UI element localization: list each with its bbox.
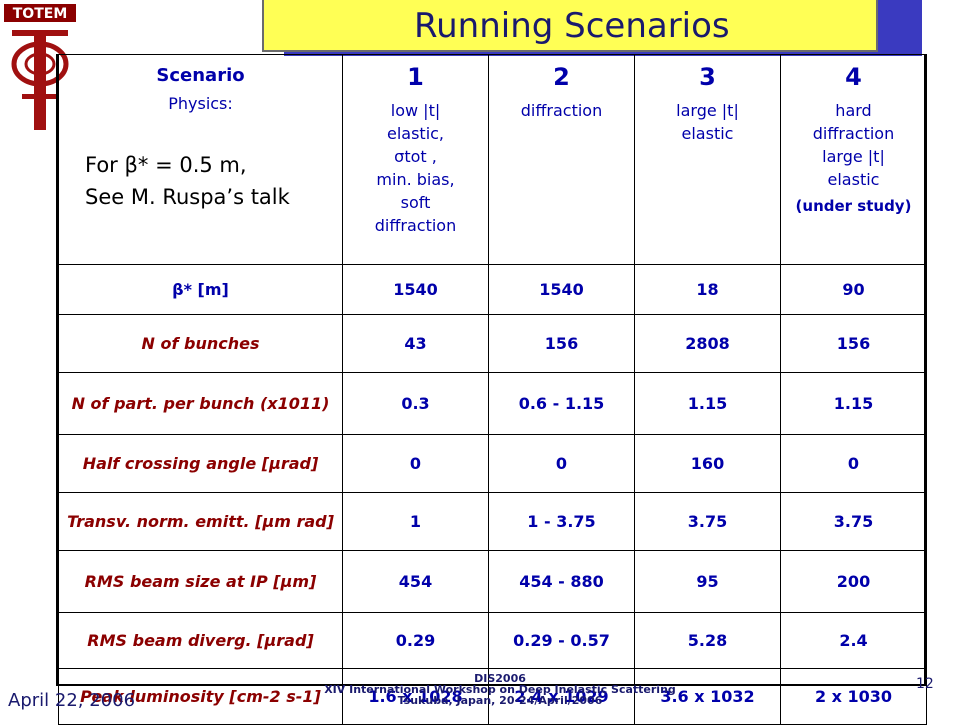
cell-value: 2 x 1030 [780, 668, 927, 725]
cell-value: 454 [342, 550, 489, 613]
cell-value: 200 [780, 550, 927, 613]
footer-conf-line: DIS2006 [474, 672, 526, 685]
cell-value: 0.29 - 0.57 [488, 612, 635, 669]
cell-value: 5.28 [634, 612, 781, 669]
cell-value: 0.29 [342, 612, 489, 669]
table-row: N of part. per bunch (x1011) 0.3 0.6 - 1.1… [58, 372, 927, 435]
beta-note: For β* = 0.5 m, See M. Ruspa’s talk [63, 149, 338, 213]
scenario-col-1: 1 low |t| elastic, σtot , min. bias, sof… [342, 54, 489, 265]
footer-conf-line: XIV International Workshop on Deep Inela… [324, 683, 676, 696]
desc-line: σtot , [394, 147, 437, 166]
cell-value: 18 [634, 264, 781, 315]
table-row: RMS beam size at IP [μm] 454 454 - 880 95 20… [58, 550, 927, 613]
footer-date: April 22, 2006 [8, 690, 136, 711]
scenario-table: Scenario Physics: For β* = 0.5 m, See M.… [56, 54, 927, 725]
table-row: N of bunches 43 156 2808 156 [58, 314, 927, 373]
page-number: 12 [916, 676, 934, 692]
physics-label: Physics: [168, 94, 233, 113]
scenario-label: Scenario [156, 65, 245, 86]
cell-value: 0 [488, 434, 635, 493]
cell-value: 0 [342, 434, 489, 493]
desc-line: elastic [681, 124, 734, 143]
scenario-number: 4 [845, 63, 862, 91]
slide-title: Running Scenarios [262, 0, 878, 52]
row-label: RMS beam size at IP [μm] [58, 550, 343, 613]
desc-line: low |t| [390, 101, 441, 120]
scenario-col-2: 2 diffraction [488, 54, 635, 265]
cell-value: 3.75 [780, 492, 927, 551]
cell-value: 1 [342, 492, 489, 551]
row-label: RMS beam diverg. [μrad] [58, 612, 343, 669]
beta-note-line2: See M. Ruspa’s talk [85, 185, 290, 209]
desc-line: soft [400, 193, 431, 212]
table-row: RMS beam diverg. [μrad] 0.29 0.29 - 0.57 5.… [58, 612, 927, 669]
cell-value: 1.15 [780, 372, 927, 435]
scenario-number: 1 [407, 63, 424, 91]
cell-value: 1 - 3.75 [488, 492, 635, 551]
cell-value: 1540 [488, 264, 635, 315]
scenario-desc: hard diffraction large |t| elastic [785, 99, 922, 191]
desc-line: elastic [827, 170, 880, 189]
footer-conf-line: Tsukuba, Japan, 20-24/April/2006 [397, 694, 603, 707]
desc-line: min. bias, [376, 170, 455, 189]
scenario-desc: large |t| elastic [639, 99, 776, 145]
row-label: Transv. norm. emitt. [μm rad] [58, 492, 343, 551]
cell-value: 90 [780, 264, 927, 315]
cell-value: 95 [634, 550, 781, 613]
desc-line: large |t| [822, 147, 885, 166]
scenario-desc: low |t| elastic, σtot , min. bias, soft … [347, 99, 484, 237]
cell-value: 3.6 x 1032 [634, 668, 781, 725]
desc-line: diffraction [520, 101, 603, 120]
desc-line: large |t| [676, 101, 739, 120]
cell-value: 0 [780, 434, 927, 493]
cell-value: 1.15 [634, 372, 781, 435]
cell-value: 0.3 [342, 372, 489, 435]
footer-conference: DIS2006 XIV International Workshop on De… [300, 673, 700, 706]
cell-value: 156 [488, 314, 635, 373]
table-row: Transv. norm. emitt. [μm rad] 1 1 - 3.75 3.… [58, 492, 927, 551]
scenario-col-3: 3 large |t| elastic [634, 54, 781, 265]
cell-value: 43 [342, 314, 489, 373]
row-label: Half crossing angle [μrad] [58, 434, 343, 493]
cell-value: 156 [780, 314, 927, 373]
row-label: N of part. per bunch (x1011) [58, 372, 343, 435]
desc-line: elastic, [386, 124, 445, 143]
cell-value: 1540 [342, 264, 489, 315]
cell-value: 0.6 - 1.15 [488, 372, 635, 435]
cell-value: 454 - 880 [488, 550, 635, 613]
cell-value: 160 [634, 434, 781, 493]
row-label: Peak luminosity [cm-2 s-1] [58, 668, 343, 725]
desc-line: hard [835, 101, 872, 120]
cell-value: 3.75 [634, 492, 781, 551]
under-study-note: (under study) [795, 197, 912, 215]
table-row: Peak luminosity [cm-2 s-1] 1.6 x 1028 2.4 … [58, 668, 927, 725]
scenario-col-4: 4 hard diffraction large |t| elastic (un… [780, 54, 927, 265]
table-row: Half crossing angle [μrad] 0 0 160 0 [58, 434, 927, 493]
totem-logo: TOTEM [4, 4, 76, 130]
desc-line: diffraction [374, 216, 457, 235]
beta-note-line1: For β* = 0.5 m, [85, 153, 247, 177]
row-label: β* [m] [58, 264, 343, 315]
scenario-header-cell: Scenario Physics: For β* = 0.5 m, See M.… [58, 54, 343, 265]
cell-value: 2.4 x 1029 [488, 668, 635, 725]
scenario-number: 3 [699, 63, 716, 91]
desc-line: diffraction [812, 124, 895, 143]
svg-text:TOTEM: TOTEM [13, 6, 68, 22]
cell-value: 2808 [634, 314, 781, 373]
scenario-number: 2 [553, 63, 570, 91]
header-row: Scenario Physics: For β* = 0.5 m, See M.… [58, 54, 927, 265]
row-label: N of bunches [58, 314, 343, 373]
scenario-desc: diffraction [493, 99, 630, 122]
cell-value: 2.4 [780, 612, 927, 669]
table-row: β* [m] 1540 1540 18 90 [58, 264, 927, 315]
